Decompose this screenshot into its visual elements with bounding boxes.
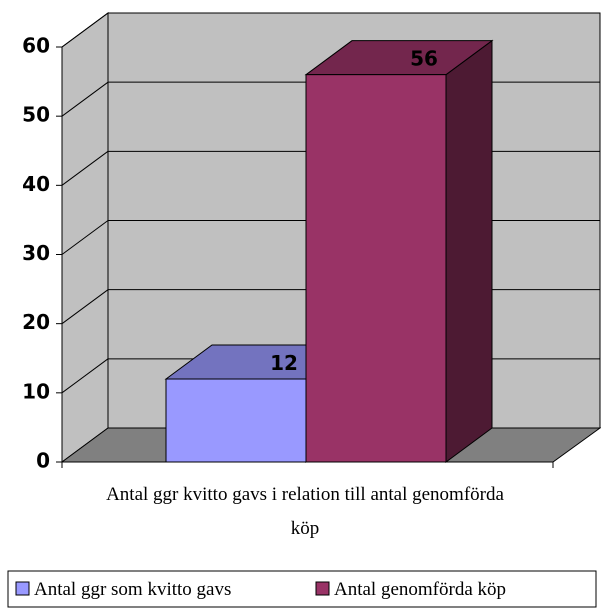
grid-line-side (61, 12, 109, 48)
y-tick-label: 20 (22, 310, 50, 334)
x-tick-label: Antal ggr kvitto gavs i relation till an… (106, 484, 504, 539)
y-tick-label: 60 (22, 34, 50, 58)
y-tick-label: 30 (22, 241, 50, 265)
bar (165, 378, 307, 463)
grid-line-side (61, 150, 109, 186)
legend (7, 570, 597, 608)
value-label: 12 (270, 351, 298, 375)
grid-line-side (61, 289, 109, 325)
legend-label: Antal genomförda köp (334, 579, 506, 600)
y-tick-label: 10 (22, 379, 50, 403)
y-tick-label: 50 (22, 103, 50, 127)
legend-label: Antal ggr som kvitto gavs (34, 579, 231, 600)
y-tick-label: 40 (22, 172, 50, 196)
legend-swatch (15, 581, 30, 596)
y-tick-label: 0 (36, 449, 50, 473)
bar (305, 74, 447, 463)
legend-swatch (315, 581, 330, 596)
grid-line-side (61, 81, 109, 117)
grid-line-side (61, 220, 109, 255)
bar-side (445, 39, 493, 463)
value-label: 56 (410, 47, 438, 71)
grid-line-side (61, 358, 109, 394)
